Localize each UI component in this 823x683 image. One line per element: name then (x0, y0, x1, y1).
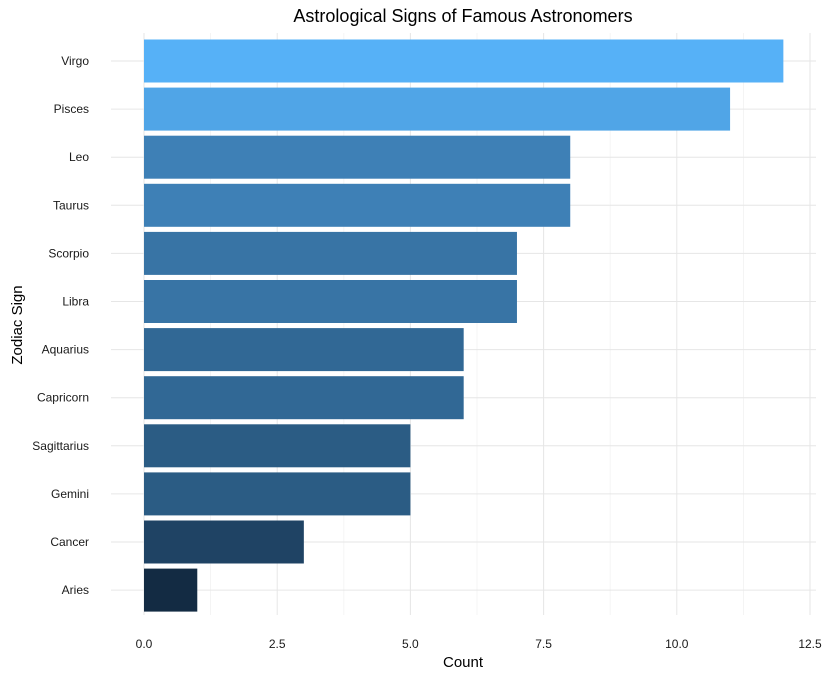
y-tick-label: Cancer (50, 535, 89, 549)
bar-aries (144, 568, 198, 612)
bar-scorpio (144, 231, 517, 275)
bar-gemini (144, 472, 411, 516)
y-tick-label: Aquarius (42, 343, 89, 357)
y-tick-label: Pisces (54, 102, 89, 116)
y-tick-label: Virgo (61, 54, 89, 68)
bar-pisces (144, 87, 731, 131)
bar-libra (144, 280, 517, 323)
y-tick-label: Libra (62, 295, 89, 309)
bars (144, 39, 784, 612)
chart-title: Astrological Signs of Famous Astronomers (293, 6, 632, 26)
y-tick-label: Capricorn (37, 391, 89, 405)
y-tick-label: Aries (62, 583, 89, 597)
x-tick-label: 2.5 (269, 637, 286, 651)
x-tick-label: 5.0 (402, 637, 419, 651)
bar-leo (144, 135, 571, 179)
y-tick-label: Taurus (53, 198, 89, 212)
y-tick-label: Gemini (51, 487, 89, 501)
bar-capricorn (144, 376, 464, 420)
y-tick-labels: Virgo Pisces Leo Taurus Scorpio Libra Aquarius… (32, 54, 89, 597)
x-axis-title: Count (443, 654, 484, 671)
x-tick-labels: 0.0 2.5 5.0 7.5 10.0 12.5 (136, 637, 822, 651)
bar-taurus (144, 183, 571, 227)
x-tick-label: 10.0 (665, 637, 689, 651)
y-tick-label: Leo (69, 150, 89, 164)
y-axis-title: Zodiac Sign (9, 285, 26, 364)
bar-virgo (144, 39, 784, 83)
y-tick-label: Sagittarius (32, 439, 89, 453)
y-tick-label: Scorpio (48, 246, 89, 260)
bar-aquarius (144, 328, 464, 372)
x-tick-label: 7.5 (535, 637, 552, 651)
x-tick-label: 0.0 (136, 637, 153, 651)
bar-sagittarius (144, 424, 411, 468)
x-tick-label: 12.5 (798, 637, 822, 651)
bar-cancer (144, 520, 304, 564)
